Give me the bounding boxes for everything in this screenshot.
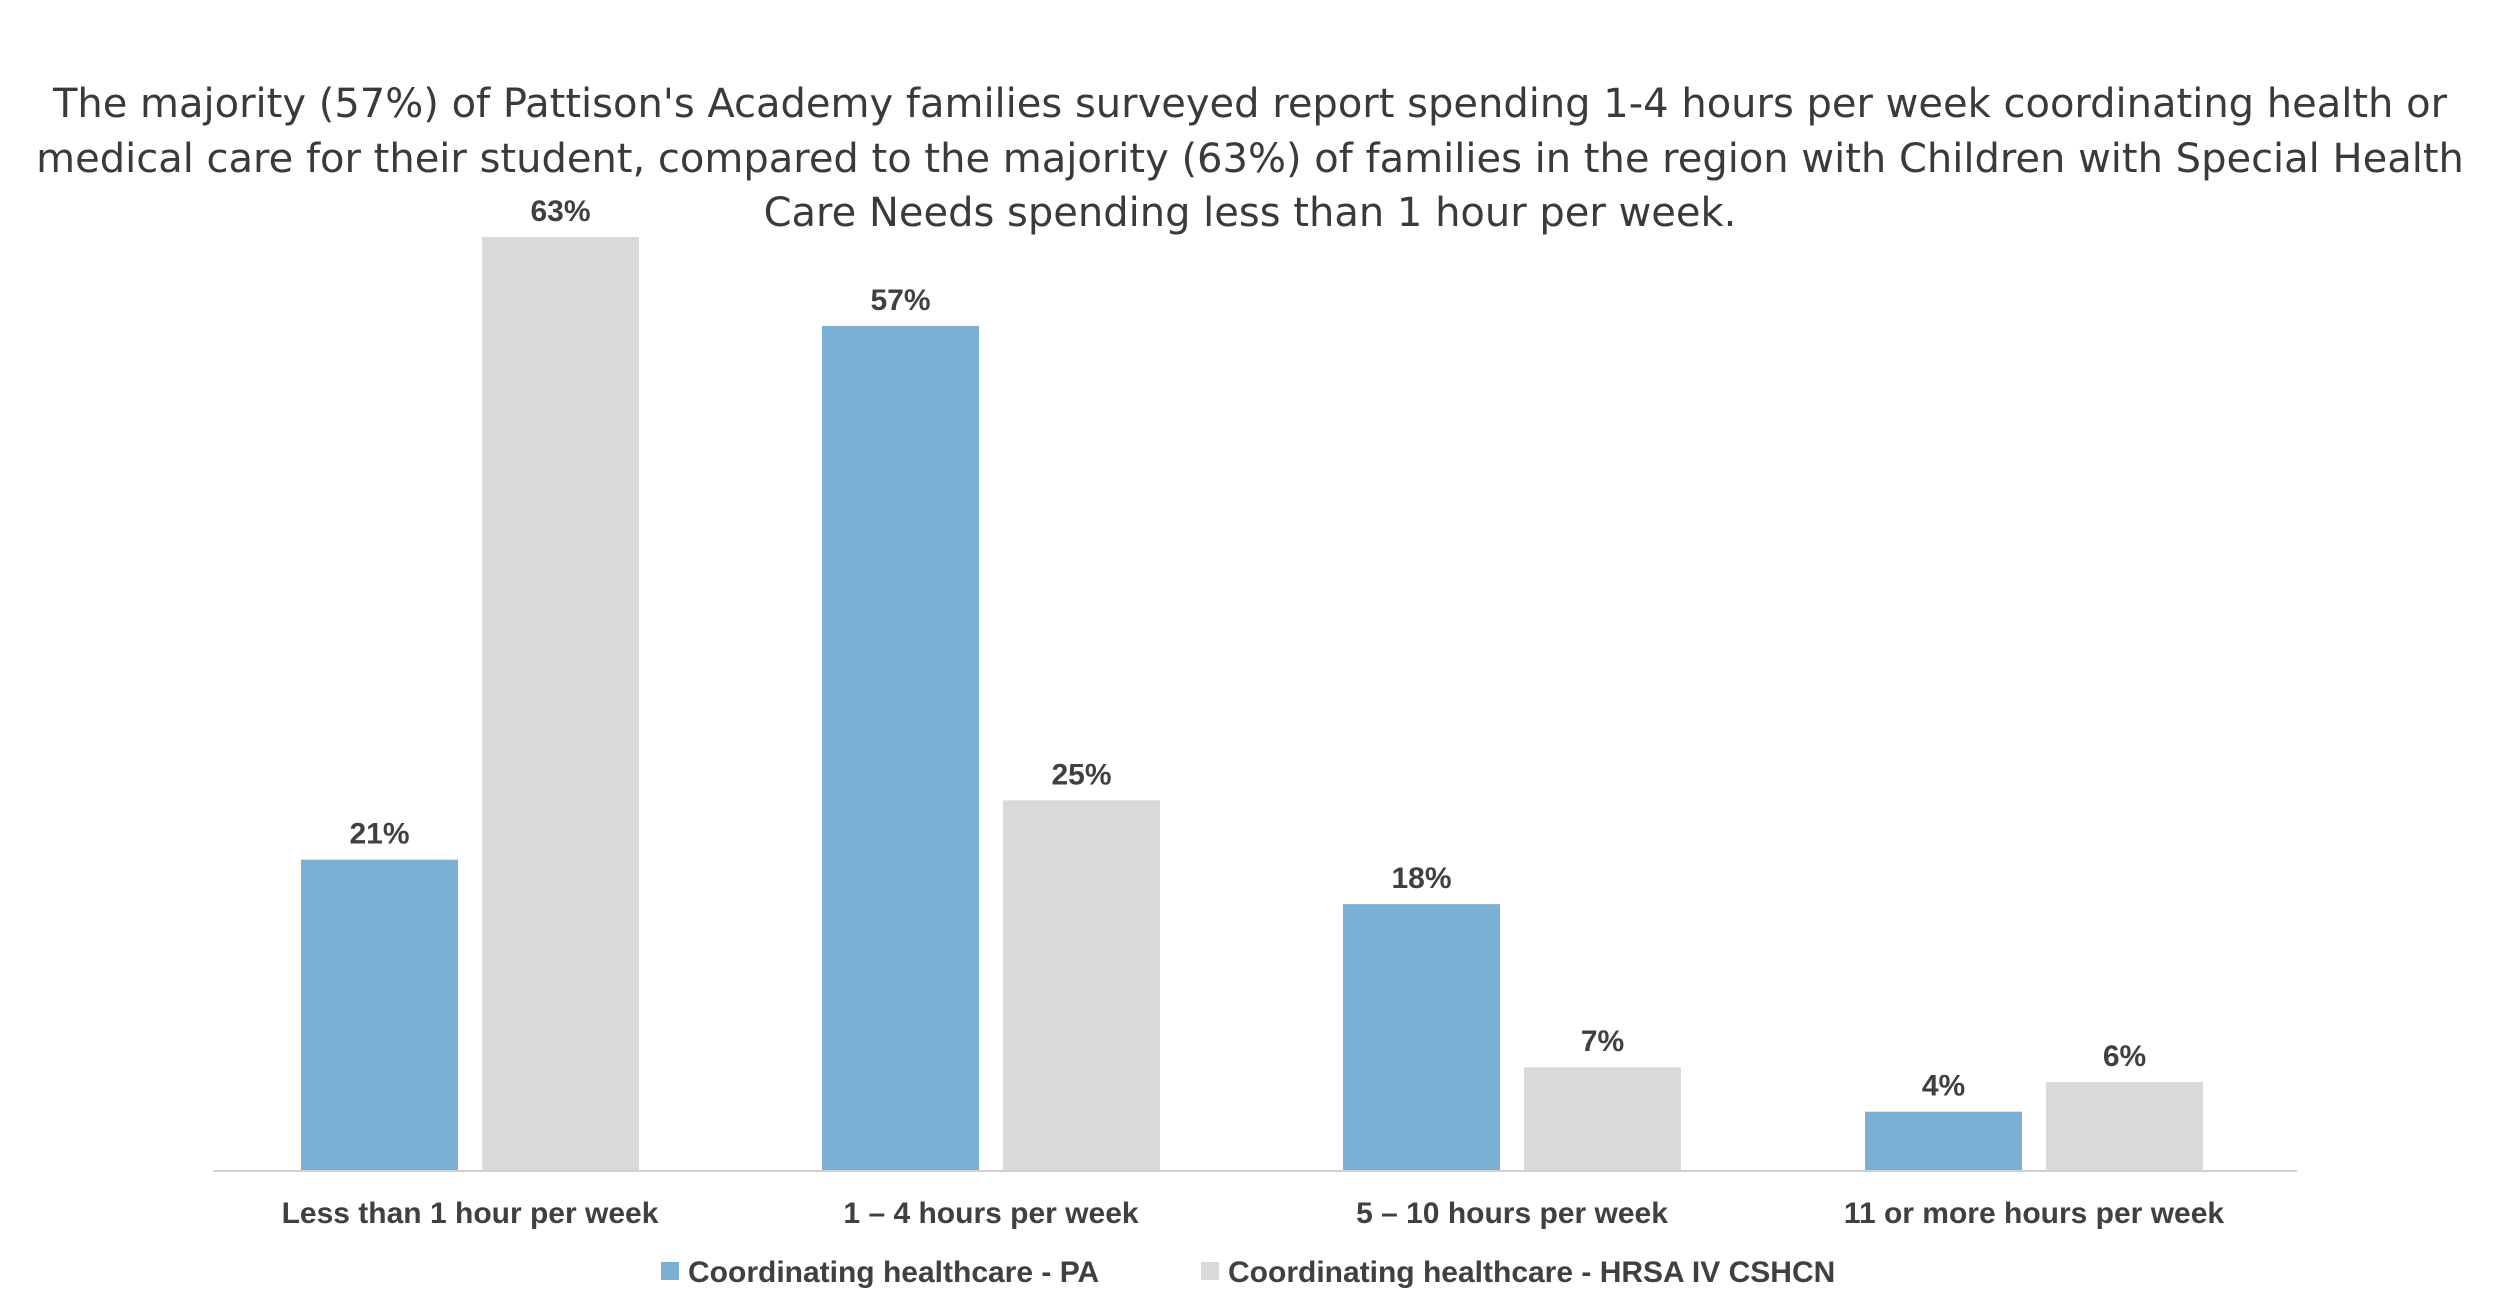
data-label-series-1-category-1: 21% bbox=[349, 818, 409, 851]
data-label-series-2-category-3: 7% bbox=[1581, 1025, 1624, 1058]
legend-label-1: Coordinating healthcare - PA bbox=[688, 1256, 1099, 1289]
legend-swatch-1 bbox=[661, 1262, 679, 1280]
legend: Coordinating healthcare - PA Coordinating… bbox=[661, 1256, 1835, 1289]
data-label-series-2-category-1: 63% bbox=[530, 195, 590, 228]
bar-series-1-category-4 bbox=[1865, 1111, 2022, 1171]
chart-title-line-3: Care Needs spending less than 1 hour per… bbox=[764, 190, 1737, 236]
legend-swatch-2 bbox=[1201, 1262, 1219, 1280]
data-label-series-1-category-2: 57% bbox=[870, 284, 930, 317]
data-label-series-1-category-3: 18% bbox=[1391, 862, 1451, 895]
data-label-series-2-category-2: 25% bbox=[1051, 758, 1111, 791]
x-tick-label-2: 1 – 4 hours per week bbox=[843, 1197, 1138, 1230]
bar-series-1-category-1 bbox=[301, 859, 458, 1171]
chart-title: The majority (57%) of Pattison's Academy… bbox=[36, 81, 2464, 236]
bar-series-2-category-3 bbox=[1524, 1067, 1681, 1171]
bar-series-1-category-3 bbox=[1343, 904, 1500, 1171]
x-tick-label-3: 5 – 10 hours per week bbox=[1356, 1197, 1668, 1230]
data-label-series-2-category-4: 6% bbox=[2103, 1040, 2146, 1073]
data-label-series-1-category-4: 4% bbox=[1922, 1070, 1965, 1103]
chart-title-line-1: The majority (57%) of Pattison's Academy… bbox=[52, 81, 2448, 127]
bars-group bbox=[301, 237, 2203, 1171]
bar-series-2-category-1 bbox=[482, 237, 639, 1171]
chart-title-line-2: medical care for their student, compared… bbox=[36, 136, 2464, 182]
x-axis-tick-labels: Less than 1 hour per week 1 – 4 hours per… bbox=[282, 1197, 2225, 1230]
bar-series-1-category-2 bbox=[822, 325, 979, 1171]
x-tick-label-1: Less than 1 hour per week bbox=[282, 1197, 659, 1230]
x-tick-label-4: 11 or more hours per week bbox=[1844, 1197, 2224, 1230]
legend-label-2: Coordinating healthcare - HRSA IV CSHCN bbox=[1228, 1256, 1835, 1289]
data-labels-group: 21% 57% 18% 4% 63% 25% 7% 6% bbox=[349, 195, 2146, 1103]
bar-series-2-category-2 bbox=[1003, 800, 1160, 1171]
bar-series-2-category-4 bbox=[2046, 1082, 2203, 1171]
